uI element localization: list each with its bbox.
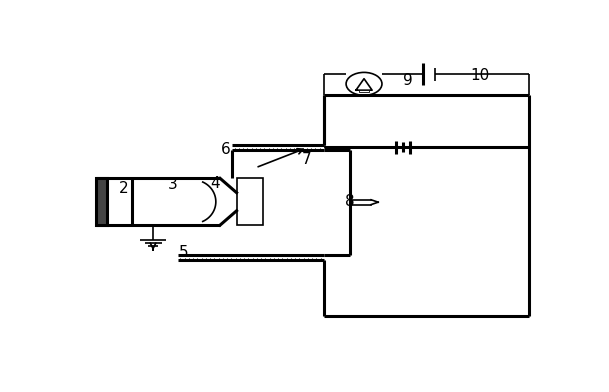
Bar [236,178,262,225]
Text: 1: 1 [98,204,108,219]
Text: 5: 5 [179,245,189,260]
Text: 10: 10 [470,68,489,83]
Text: 2: 2 [119,181,128,196]
Bar [359,90,369,92]
Text: 3: 3 [168,177,178,192]
Text: 7: 7 [301,152,311,167]
Bar [96,178,107,225]
Text: 6: 6 [221,142,231,157]
Text: 4: 4 [211,176,220,191]
Text: 8: 8 [345,194,354,209]
Text: 9: 9 [403,73,413,88]
